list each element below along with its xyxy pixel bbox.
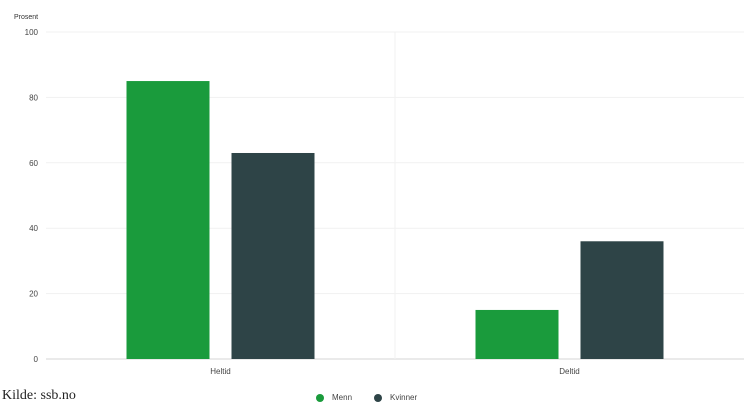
legend-item-menn: Menn [316,393,352,402]
x-tick-label: Deltid [559,367,579,376]
y-tick-label: 100 [25,28,39,37]
bar-heltid-menn [126,81,210,360]
x-tick-label: Heltid [210,367,230,376]
legend-swatch-menn [316,393,324,402]
y-tick-label: 0 [34,355,39,364]
y-tick-label: 20 [29,290,38,299]
y-axis-ticks: 0 20 40 60 80 100 [25,28,39,364]
bar-chart: 0 20 40 60 80 100 Heltid Deltid Prosent [14,14,744,376]
source-note: Kilde: ssb.no [2,388,76,403]
bar-heltid-kvinner [231,152,315,359]
y-tick-label: 80 [29,93,38,102]
x-axis-ticks: Heltid Deltid [210,367,579,376]
legend: Menn Kvinner [316,392,417,403]
legend-swatch-kvinner [374,393,383,402]
bars [126,81,664,360]
y-tick-label: 60 [29,159,38,168]
legend-item-kvinner: Kvinner [374,393,417,402]
y-tick-label: 40 [29,224,38,233]
bar-deltid-menn [475,309,559,359]
bar-deltid-kvinner [580,241,664,359]
y-axis-label: Prosent [14,14,38,21]
legend-label-kvinner: Kvinner [390,393,418,402]
legend-label-menn: Menn [332,393,353,402]
